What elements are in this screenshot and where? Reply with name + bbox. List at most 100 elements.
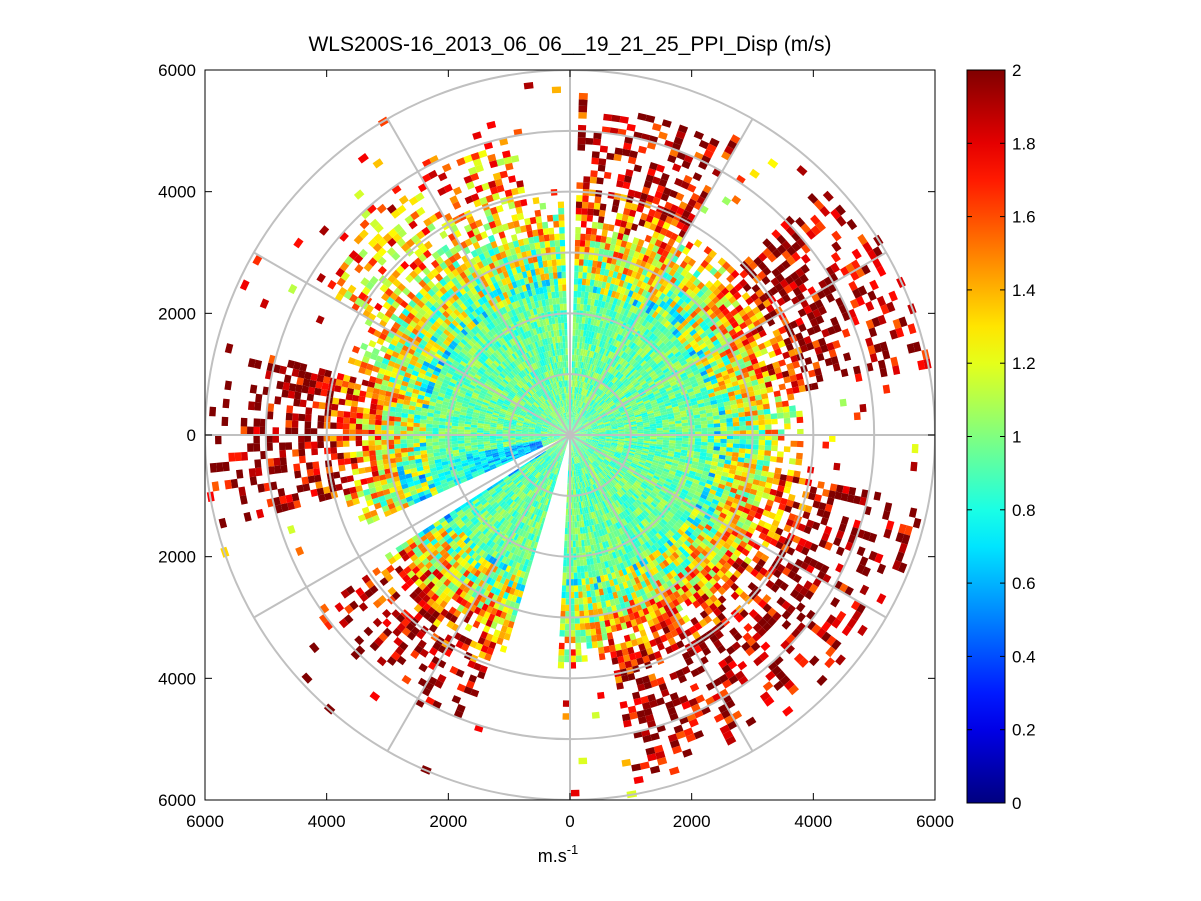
ppi-cell — [735, 174, 746, 185]
ppi-cell — [766, 499, 774, 507]
ppi-cell — [584, 317, 589, 325]
ppi-cell — [746, 514, 755, 522]
ppi-cell — [697, 402, 705, 408]
ppi-cell — [734, 670, 745, 681]
ppi-cell — [755, 288, 765, 298]
ppi-cell — [620, 411, 628, 416]
ppi-cell — [757, 302, 766, 312]
ppi-cell — [604, 484, 610, 491]
ppi-cell — [585, 427, 592, 430]
ppi-cell — [607, 413, 614, 417]
ppi-cell — [608, 374, 614, 381]
ppi-cell — [602, 418, 610, 423]
ppi-cell — [715, 561, 724, 570]
ppi-cell — [647, 453, 655, 458]
ppi-cell — [745, 439, 753, 445]
ppi-cell — [633, 408, 640, 413]
ppi-cell — [761, 275, 771, 285]
ppi-cell — [762, 622, 772, 632]
ppi-cell — [616, 272, 623, 280]
ppi-cell — [639, 495, 646, 502]
ppi-cell — [635, 323, 642, 331]
ppi-cell — [775, 372, 784, 380]
ppi-cell — [671, 357, 679, 365]
ppi-cell — [688, 544, 697, 552]
ppi-cell — [599, 368, 604, 375]
ppi-cell — [719, 384, 727, 391]
ppi-cell — [806, 620, 817, 631]
ppi-cell — [578, 387, 582, 395]
ppi-cell — [701, 373, 710, 380]
ppi-cell — [631, 378, 638, 385]
ppi-cell — [607, 323, 613, 331]
ppi-cell — [748, 395, 756, 402]
ppi-cell — [633, 190, 642, 199]
ppi-cell — [657, 463, 665, 469]
ppi-cell — [666, 252, 674, 261]
ppi-cell — [598, 429, 606, 432]
ppi-cell — [780, 639, 791, 650]
ppi-cell — [775, 490, 784, 498]
ppi-cell — [591, 442, 598, 446]
ppi-cell — [608, 270, 614, 278]
ppi-cell — [670, 465, 678, 470]
ppi-cell — [641, 382, 649, 388]
ppi-cell — [712, 287, 721, 297]
ppi-cell — [647, 392, 654, 398]
ppi-cell — [765, 440, 772, 446]
ppi-cell — [816, 627, 827, 639]
ppi-cell — [588, 417, 594, 422]
ppi-cell — [786, 246, 797, 256]
ppi-cell — [576, 380, 579, 388]
ppi-cell — [624, 517, 630, 524]
ppi-cell — [859, 556, 869, 567]
ppi-cell — [846, 218, 858, 231]
ppi-cell — [859, 584, 870, 596]
ppi-cell — [751, 449, 759, 455]
ppi-cell — [661, 452, 668, 456]
ppi-cell — [590, 298, 596, 306]
ppi-cell — [633, 482, 641, 488]
ppi-cell — [578, 440, 584, 445]
ppi-cell — [681, 277, 689, 286]
ppi-cell — [721, 196, 732, 206]
ppi-cell — [564, 527, 568, 535]
ppi-cell — [638, 340, 645, 348]
ppi-cell — [772, 478, 780, 486]
ppi-cell — [605, 295, 611, 303]
ppi-cell — [585, 584, 591, 592]
ppi-cell — [575, 443, 580, 449]
ppi-cell — [682, 311, 690, 320]
ppi-cell — [627, 453, 635, 458]
ppi-cell — [582, 453, 587, 460]
ppi-cell — [578, 597, 584, 605]
ppi-cell — [797, 428, 804, 435]
ppi-cell — [622, 476, 629, 482]
ppi-cell — [721, 664, 732, 674]
ppi-cell — [676, 305, 684, 314]
ppi-cell — [586, 590, 592, 598]
ppi-cell — [666, 455, 674, 460]
ppi-cell — [573, 406, 576, 413]
ppi-cell — [654, 497, 661, 504]
ppi-cell — [592, 386, 597, 393]
ppi-cell — [589, 305, 594, 313]
ppi-cell — [669, 426, 676, 430]
ppi-cell — [707, 388, 715, 395]
ppi-cell — [828, 490, 836, 499]
ppi-cell — [733, 525, 742, 533]
ppi-cell — [597, 326, 602, 334]
ppi-cell — [725, 382, 733, 389]
ppi-cell — [597, 474, 603, 481]
ppi-cell — [701, 517, 710, 524]
ppi-cell — [577, 374, 580, 381]
ppi-cell — [605, 440, 612, 443]
ppi-cell — [638, 218, 646, 227]
ppi-cell — [757, 454, 765, 461]
ppi-cell — [688, 283, 697, 292]
ppi-cell — [598, 360, 603, 368]
ppi-cell — [701, 390, 709, 396]
ppi-cell — [791, 628, 802, 639]
ppi-cell — [572, 380, 575, 387]
ppi-cell — [608, 337, 614, 345]
